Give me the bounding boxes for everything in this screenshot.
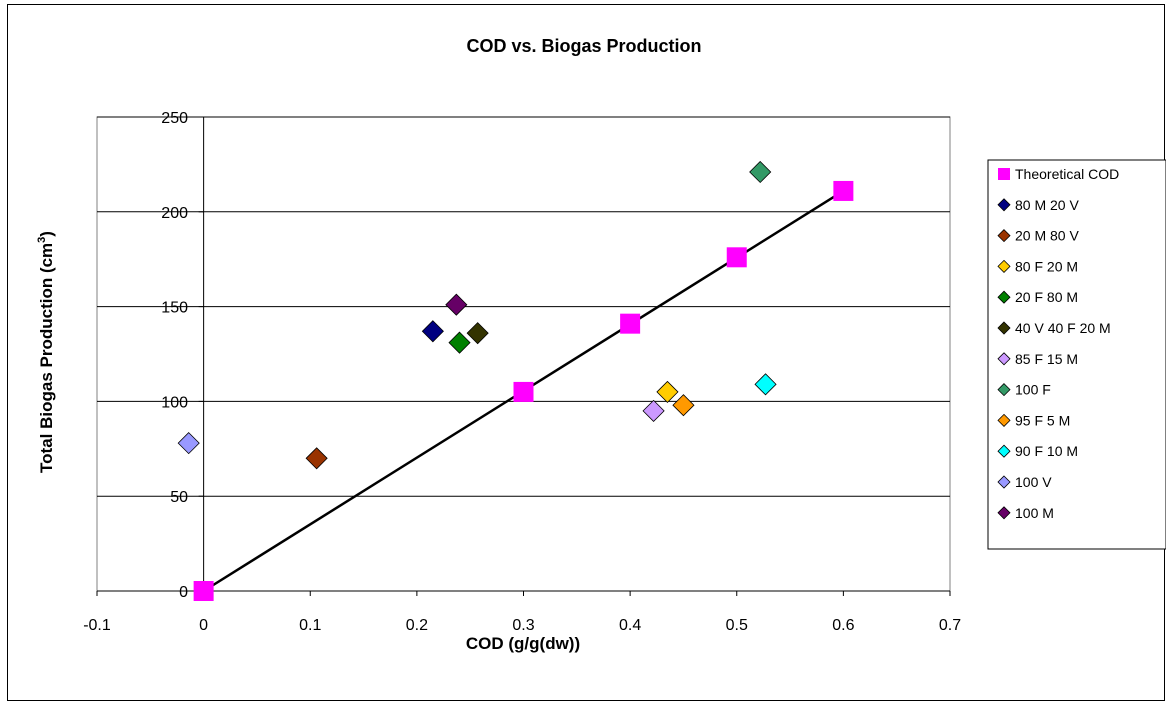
- data-point-diamond: [754, 373, 777, 396]
- legend-label: 20 M 80 V: [1015, 228, 1079, 244]
- legend-label: 90 F 10 M: [1015, 443, 1078, 459]
- data-point-diamond: [672, 394, 695, 417]
- data-point-square: [513, 381, 534, 402]
- legend-marker: [997, 321, 1011, 335]
- data-point-square: [726, 247, 747, 268]
- y-axis-label-end: ): [37, 231, 56, 237]
- legend-marker: [997, 413, 1011, 427]
- legend-marker: [997, 506, 1011, 520]
- x-axis-ticks: -0.1 0 0.1 0.2 0.3 0.4 0.5 0.6 0.7: [83, 591, 961, 634]
- y-axis-label-main: Total Biogas Production (cm: [37, 243, 56, 473]
- x-tick-label: 0.2: [406, 617, 428, 634]
- legend-label: Theoretical COD: [1015, 166, 1119, 182]
- data-point-diamond: [445, 293, 468, 316]
- legend-label: 95 F 5 M: [1015, 412, 1070, 428]
- chart-title: COD vs. Biogas Production: [466, 36, 701, 56]
- legend-marker: [997, 290, 1011, 304]
- x-tick-label: -0.1: [83, 617, 111, 634]
- legend-marker: [997, 444, 1011, 458]
- y-axis-label-superscript: 3: [36, 237, 48, 243]
- legend-label: 100 V: [1015, 474, 1052, 490]
- y-axis-label: Total Biogas Production (cm3): [36, 231, 56, 473]
- legend-label: 85 F 15 M: [1015, 351, 1078, 367]
- y-tick-label: 0: [179, 584, 188, 601]
- data-point-square: [833, 180, 854, 201]
- legend: Theoretical COD 80 M 20 V 20 M 80 V 80 F 20…: [987, 159, 1166, 550]
- plot-area: [96, 116, 951, 592]
- legend-label: 80 M 20 V: [1015, 197, 1079, 213]
- legend-items: Theoretical COD 80 M 20 V 20 M 80 V 80 F 20…: [997, 166, 1119, 521]
- x-tick-label: 0.7: [939, 617, 961, 634]
- legend-box: [987, 159, 1166, 550]
- legend-marker: [997, 475, 1011, 489]
- y-tick-label: 250: [161, 110, 188, 127]
- legend-marker: [997, 259, 1011, 273]
- legend-marker: [997, 198, 1011, 212]
- legend-label: 80 F 20 M: [1015, 258, 1078, 274]
- data-points: [177, 160, 854, 601]
- data-point-diamond: [448, 331, 471, 354]
- data-point-diamond: [749, 160, 772, 184]
- x-tick-label: 0.6: [832, 617, 854, 634]
- data-point-diamond: [177, 432, 200, 455]
- x-tick-label: 0.5: [726, 617, 748, 634]
- y-tick-label: 50: [170, 489, 188, 506]
- legend-label: 100 F: [1015, 382, 1051, 398]
- data-point-diamond: [421, 320, 444, 343]
- legend-marker: [997, 352, 1011, 366]
- data-point-diamond: [656, 380, 679, 403]
- x-axis-label: COD (g/g(dw)): [466, 634, 580, 653]
- data-point-square: [193, 581, 214, 601]
- data-point-square: [620, 313, 641, 334]
- data-point-diamond: [305, 447, 328, 470]
- x-tick-label: 0.1: [299, 617, 321, 634]
- data-point-diamond: [466, 322, 489, 345]
- legend-marker: [997, 383, 1011, 397]
- y-tick-label: 200: [161, 205, 188, 222]
- y-tick-label: 150: [161, 300, 188, 317]
- x-tick-label: 0.3: [512, 617, 534, 634]
- legend-marker: [997, 229, 1011, 243]
- x-tick-label: 0: [199, 617, 208, 634]
- legend-label: 20 F 80 M: [1015, 289, 1078, 305]
- legend-marker: [998, 168, 1010, 180]
- y-tick-label: 100: [161, 394, 188, 411]
- legend-label: 40 V 40 F 20 M: [1015, 320, 1111, 336]
- legend-label: 100 M: [1015, 505, 1054, 521]
- y-axis-ticks: 0 50 100 150 200 250: [161, 110, 204, 601]
- data-point-diamond: [642, 399, 665, 422]
- x-tick-label: 0.4: [619, 617, 641, 634]
